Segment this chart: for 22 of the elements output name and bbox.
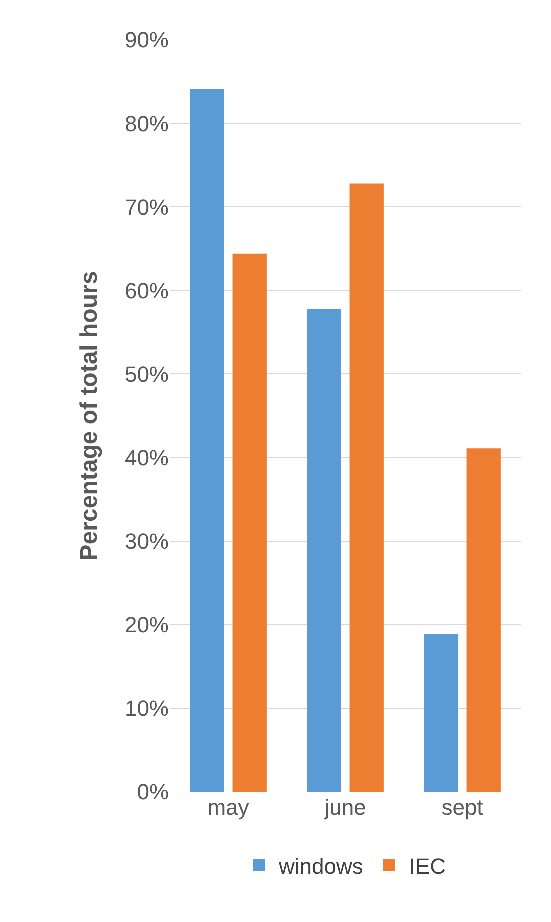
- bar: [232, 254, 267, 792]
- bar: [190, 89, 224, 792]
- legend-label: windows: [278, 854, 364, 880]
- x-tick-label: june: [324, 795, 366, 820]
- y-tick-label: 0%: [137, 780, 169, 805]
- y-axis-title: Percentage of total hours: [76, 271, 104, 561]
- y-tick-label: 90%: [124, 28, 169, 53]
- y-tick-label: 70%: [124, 194, 169, 220]
- y-tick-label: 50%: [124, 362, 169, 387]
- bar: [350, 184, 384, 792]
- y-tick-label: 40%: [124, 445, 169, 470]
- x-tick-label: sept: [442, 795, 484, 820]
- bar: [466, 448, 501, 792]
- legend-label: IEC: [409, 854, 446, 880]
- bar: [424, 634, 458, 792]
- y-tick-label: 10%: [124, 696, 169, 722]
- x-tick-label: may: [208, 795, 250, 820]
- y-tick-label: 80%: [124, 111, 169, 136]
- y-tick-label: 20%: [124, 612, 169, 638]
- y-tick-label: 30%: [124, 529, 169, 554]
- bar: [307, 309, 342, 792]
- y-tick-label: 60%: [124, 278, 169, 304]
